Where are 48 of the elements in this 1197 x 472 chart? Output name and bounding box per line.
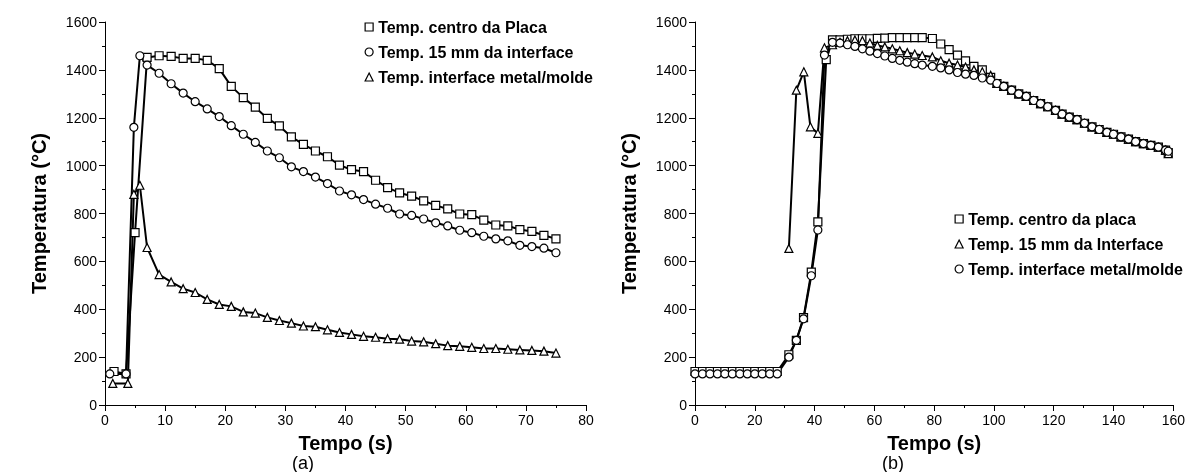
y-tick-label: 1400: [655, 61, 688, 78]
legend-label: Temp. 15 mm da interface: [378, 43, 574, 61]
y-tick-label: 600: [73, 253, 98, 270]
y-tick-label: 1200: [655, 109, 688, 126]
y-tick-label: 1600: [655, 14, 688, 30]
legend-label: Temp. interface metal/molde: [378, 68, 594, 86]
y-axis-title: Temperatura (°C): [28, 133, 50, 294]
x-tick-label: 10: [157, 412, 174, 428]
y-tick-label: 1000: [65, 157, 98, 174]
x-tick-label: 50: [397, 412, 414, 428]
y-tick-label: 0: [89, 397, 98, 413]
y-tick-label: 1000: [655, 157, 688, 174]
x-tick-label: 160: [1161, 412, 1186, 428]
y-tick-label: 200: [73, 349, 98, 366]
x-tick-label: 120: [1042, 412, 1066, 428]
x-tick-label: 30: [277, 412, 294, 428]
x-tick-label: 40: [806, 412, 823, 428]
y-tick-label: 800: [663, 205, 688, 222]
x-tick-label: 0: [691, 412, 700, 428]
x-tick-label: 140: [1101, 412, 1126, 428]
x-tick-label: 80: [578, 412, 594, 428]
text: (b): [882, 453, 904, 472]
x-tick-label: 60: [866, 412, 883, 428]
x-axis-title: Tempo (s): [298, 432, 393, 454]
y-tick-label: 600: [663, 253, 688, 270]
x-tick-label: 70: [518, 412, 534, 428]
legend-label: Temp. interface metal/molde: [968, 260, 1184, 278]
legend-label: Temp. centro da Placa: [378, 18, 547, 36]
legend-label: Temp. centro da placa: [968, 210, 1136, 228]
legend-label: Temp. 15 mm da Interface: [968, 235, 1164, 253]
y-tick-label: 400: [663, 301, 688, 318]
x-tick-label: 60: [457, 412, 474, 428]
y-axis-title: Temperatura (°C): [618, 133, 640, 294]
text: (a): [292, 453, 314, 472]
y-tick-label: 200: [663, 349, 688, 366]
x-tick-label: 20: [747, 412, 763, 428]
y-tick-label: 1200: [65, 109, 98, 126]
x-tick-label: 100: [982, 412, 1006, 428]
y-tick-label: 800: [73, 205, 98, 222]
x-tick-label: 20: [217, 412, 234, 428]
x-axis-title: Tempo (s): [887, 432, 982, 454]
y-tick-label: 0: [679, 397, 688, 413]
y-tick-label: 1600: [65, 14, 98, 30]
x-tick-label: 40: [337, 412, 354, 428]
y-tick-label: 400: [73, 301, 98, 318]
x-tick-label: 0: [101, 412, 110, 428]
y-tick-label: 1400: [65, 61, 98, 78]
x-tick-label: 80: [926, 412, 943, 428]
